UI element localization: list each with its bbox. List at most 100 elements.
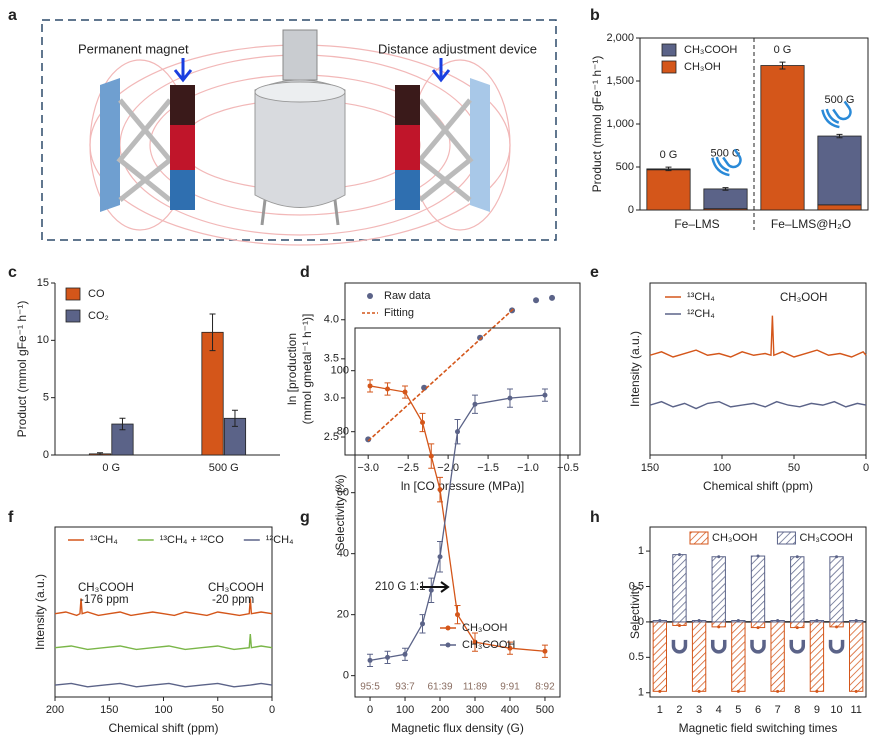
magnet-icon: [711, 148, 742, 177]
arrow: [431, 58, 451, 83]
bar-segment: [703, 188, 748, 210]
legend-swatch: [661, 43, 677, 57]
x-tick-label: 200: [46, 704, 64, 716]
error-bar: [836, 133, 843, 139]
y-tick-label: 1: [638, 545, 644, 557]
point: [428, 587, 434, 593]
legend-label: CH₃OOH: [712, 532, 757, 544]
x-axis-label: Magnetic field switching times: [679, 721, 838, 735]
arrow: [420, 581, 450, 593]
x-tick-label: 10: [830, 704, 842, 716]
group-label: Fe–LMS@H₂O: [771, 217, 851, 231]
illustration: a Permanent: [8, 7, 557, 246]
bar-end: [677, 553, 681, 557]
bar-end: [697, 689, 701, 693]
ratio-label: 95:5: [360, 682, 380, 693]
x-tick-label: 50: [212, 704, 224, 716]
y-tick-label: 20: [337, 609, 349, 621]
legend-swatch: [445, 642, 451, 648]
error-bar: [231, 409, 238, 427]
y-axis-label: Selectivity: [628, 585, 642, 639]
point: [428, 453, 434, 459]
ratio-label: 11:89: [463, 682, 488, 693]
x-tick-label: 5: [735, 704, 741, 716]
magnet-icon: [671, 639, 688, 654]
bar-segment: [760, 65, 805, 211]
annotation: 210 G 1:1: [375, 581, 426, 593]
arrow: [173, 58, 193, 83]
panel: c 0 5 10 15 Product (mmol gFe⁻¹ h⁻¹) 0 G 500 G C…: [8, 264, 280, 474]
line: [369, 385, 546, 652]
legend-label: Fitting: [384, 307, 414, 319]
y-tick-label: 0.5: [629, 651, 644, 663]
legend-label: CH₃OOH: [462, 622, 507, 634]
bar: [691, 621, 707, 692]
legend-label: CH₃COOH: [684, 44, 737, 56]
y-tick-label: 2.5: [324, 431, 339, 443]
point: [420, 621, 426, 627]
point: [472, 639, 478, 645]
y-axis-label: Product (mmol gFe⁻¹ h⁻¹): [590, 56, 604, 193]
ratio-label: 9:91: [500, 682, 520, 693]
bar-end: [795, 626, 799, 630]
bar-end: [717, 625, 721, 629]
bar-end: [736, 619, 740, 622]
point: [472, 401, 478, 407]
y-tick-label: 1,000: [606, 118, 634, 130]
bar-end: [756, 626, 760, 630]
legend-label: ¹²CH₄: [266, 534, 294, 546]
y-axis-label: (mmol gmetal⁻¹ h⁻¹)]: [300, 314, 314, 425]
legend-label: CH₃COOH: [462, 639, 515, 651]
error-bar: [779, 61, 786, 70]
x-tick-label: −2.5: [397, 462, 419, 474]
bar: [750, 555, 766, 623]
label: Distance adjustment device: [378, 41, 537, 56]
bar-end: [776, 619, 780, 622]
legend-label: CO: [88, 288, 105, 300]
spectrum-trace: [54, 682, 273, 688]
x-tick-label: 100: [713, 462, 731, 474]
y-axis-label: Intensity (a.u.): [628, 331, 642, 407]
annotation: CH₃OOH: [780, 292, 828, 304]
bar-end: [677, 623, 681, 627]
left-device: [100, 78, 195, 212]
y-tick-label: 80: [337, 426, 349, 438]
x-tick-label: 400: [501, 704, 519, 716]
fit-line: [367, 308, 515, 442]
y-tick-label: 0.5: [629, 580, 644, 592]
plot-frame: [649, 526, 867, 698]
legend-label: ¹³CH₄ + ¹²CO: [160, 534, 225, 546]
spectrum-trace: [54, 634, 273, 651]
bar-label: 500 G: [825, 94, 855, 106]
bar: [711, 556, 726, 623]
bar-end: [854, 689, 858, 693]
legend-label: CH₃COOH: [799, 532, 852, 544]
ratio-label: 8:92: [535, 682, 555, 693]
bar: [672, 554, 687, 623]
y-tick-label: 4.0: [324, 314, 339, 326]
y-tick-label: 0: [638, 616, 644, 628]
x-tick-label: 200: [431, 704, 449, 716]
panel-label: b: [590, 7, 600, 24]
legend-swatch: [689, 531, 709, 545]
x-tick-label: 9: [814, 704, 820, 716]
y-tick-label: 40: [337, 548, 349, 560]
panel-label: e: [590, 264, 599, 281]
y-tick-label: 500: [616, 161, 634, 173]
point: [420, 420, 426, 426]
x-tick-label: 3: [696, 704, 702, 716]
x-axis-label: Magnetic flux density (G): [391, 721, 524, 735]
y-axis-label: ln [production: [285, 333, 299, 405]
bar-end: [835, 625, 839, 629]
spectrum-trace: [54, 598, 273, 617]
bar-end: [697, 619, 701, 622]
panel: g 0 20 40 60 80 100 0 100 200 300 400 500 Selectivity…: [300, 327, 561, 735]
point: [507, 645, 513, 651]
line: [369, 394, 546, 662]
bar-end: [795, 555, 799, 559]
annotation: CH₃COOH: [78, 582, 134, 594]
x-tick-label: −0.5: [557, 462, 579, 474]
plot-frame: [649, 282, 867, 456]
bar-end: [717, 555, 721, 559]
bar: [770, 621, 785, 692]
